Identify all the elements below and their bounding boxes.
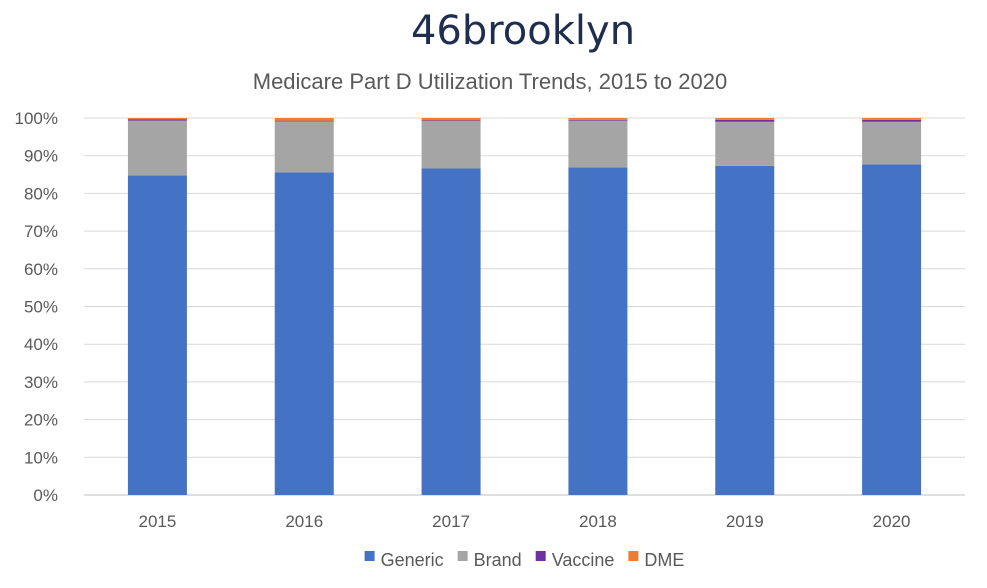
bar-generic-2015 (127, 175, 187, 495)
bar-brand-2017 (421, 121, 481, 169)
y-tick-label: 30% (24, 373, 58, 392)
bar-dme-2015 (127, 118, 187, 120)
legend-label: DME (644, 550, 684, 570)
legend-label: Brand (474, 550, 522, 570)
y-axis-tick-labels: 0% 10% 20% 30% 40% 50% 60% 70% 80% 90% 100% (15, 109, 58, 505)
legend-item-vaccine: Vaccine (535, 550, 615, 570)
y-tick-label: 90% (24, 147, 58, 166)
x-tick-label: 2015 (139, 512, 177, 531)
legend-item-brand: Brand (457, 550, 522, 570)
x-tick-label: 2020 (873, 512, 911, 531)
y-tick-label: 20% (24, 411, 58, 430)
legend-swatch (457, 551, 468, 561)
bar-generic-2017 (421, 168, 481, 495)
y-tick-label: 100% (15, 109, 58, 128)
x-tick-label: 2018 (579, 512, 617, 531)
bar-vaccine-2017 (421, 120, 481, 122)
bar-brand-2018 (568, 120, 628, 168)
bar-brand-2020 (862, 121, 922, 165)
x-axis-tick-labels: 2015 2016 2017 2018 2019 2020 (139, 512, 911, 531)
bar-dme-2016 (274, 118, 334, 121)
bar-generic-2020 (862, 164, 922, 495)
bar-brand-2019 (715, 121, 775, 166)
legend-label: Generic (381, 550, 444, 570)
legend-swatch (628, 551, 639, 561)
bar-vaccine-2015 (127, 119, 187, 121)
bar-vaccine-2018 (568, 119, 628, 121)
y-tick-label: 70% (24, 222, 58, 241)
bar-vaccine-2019 (715, 119, 775, 122)
legend-label: Vaccine (552, 550, 615, 570)
brand-logo-text: 46brooklyn (411, 8, 635, 54)
x-tick-label: 2019 (726, 512, 764, 531)
y-tick-label: 0% (33, 486, 58, 505)
y-tick-label: 80% (24, 184, 58, 203)
y-tick-label: 50% (24, 298, 58, 317)
bar-dme-2020 (862, 118, 922, 120)
bar-vaccine-2020 (862, 119, 922, 122)
y-tick-label: 60% (24, 260, 58, 279)
legend-item-generic: Generic (364, 550, 444, 570)
legend: Generic Brand Vaccine DME (364, 550, 684, 570)
brand-logo-group: 46brooklyn (411, 8, 635, 54)
legend-item-dme: DME (628, 550, 684, 570)
bar-brand-2016 (274, 121, 334, 173)
bar-generic-2019 (715, 165, 775, 495)
legend-swatch (535, 551, 546, 561)
x-tick-label: 2017 (432, 512, 470, 531)
bar-dme-2017 (421, 118, 481, 121)
bars (127, 118, 922, 495)
bar-generic-2018 (568, 167, 628, 495)
legend-swatch (364, 551, 375, 561)
bar-brand-2015 (127, 120, 187, 176)
chart-title: Medicare Part D Utilization Trends, 2015… (253, 69, 727, 94)
y-tick-label: 40% (24, 335, 58, 354)
y-tick-label: 10% (24, 448, 58, 467)
gridlines (84, 117, 965, 496)
x-tick-label: 2016 (285, 512, 323, 531)
bar-generic-2016 (274, 172, 334, 495)
bar-dme-2018 (568, 118, 628, 120)
bar-vaccine-2016 (274, 120, 334, 122)
bar-dme-2019 (715, 118, 775, 120)
